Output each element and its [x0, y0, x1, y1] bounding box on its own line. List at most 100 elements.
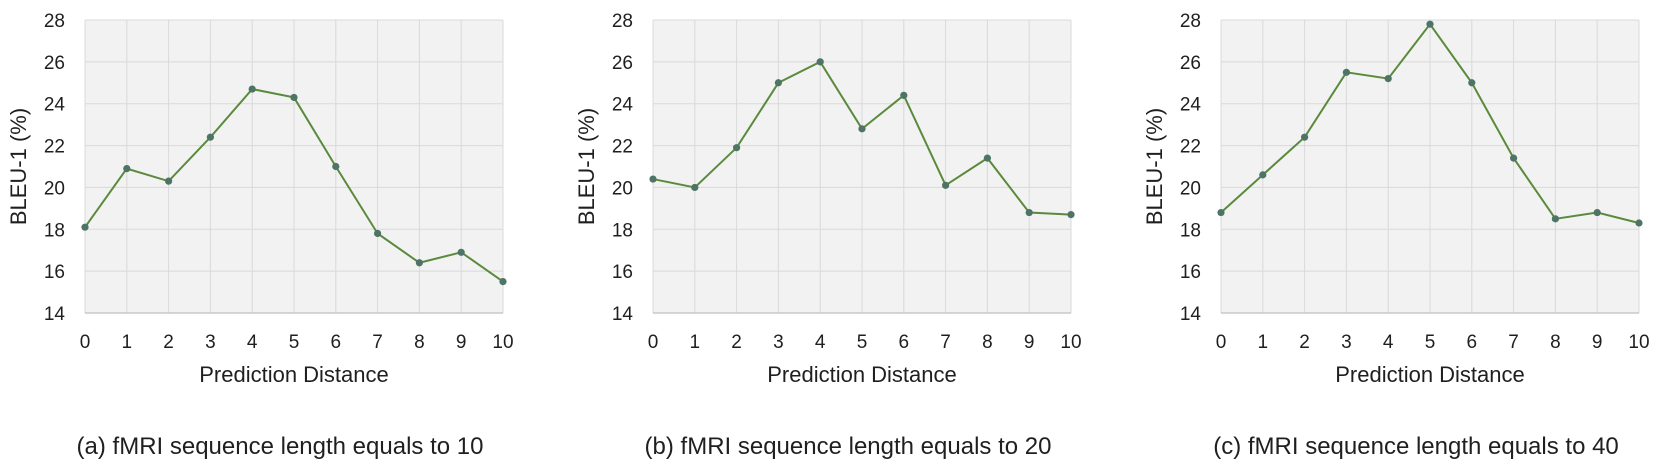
data-point — [1384, 75, 1392, 83]
y-tick-label: 20 — [1180, 178, 1201, 199]
chart-panel-c: 14 16 18 20 22 24 26 28 0 1 2 3 4 5 6 7 8 9 10 Prediction D… — [1136, 0, 1661, 476]
data-point — [649, 175, 657, 183]
x-tick-label: 7 — [1508, 332, 1519, 353]
x-tick-label: 1 — [1258, 332, 1269, 353]
x-axis-label: Prediction Distance — [1335, 362, 1525, 387]
data-point — [1510, 154, 1518, 162]
y-tick-label: 16 — [1180, 262, 1201, 283]
x-tick-label: 9 — [456, 332, 467, 353]
line-chart-b: 14 16 18 20 22 24 26 28 0 1 2 3 4 5 6 7 8 9 10 Prediction D… — [574, 11, 1082, 387]
y-tick-label: 14 — [612, 304, 634, 325]
x-tick-label: 8 — [1550, 332, 1561, 353]
data-point — [1635, 219, 1643, 227]
y-tick-label: 20 — [44, 178, 65, 199]
data-point — [900, 91, 908, 99]
x-tick-label: 3 — [205, 332, 216, 353]
y-tick-label: 24 — [44, 95, 66, 116]
data-point — [1426, 20, 1434, 28]
x-tick-label: 6 — [899, 332, 910, 353]
x-axis-label: Prediction Distance — [767, 362, 957, 387]
y-tick-label: 24 — [1180, 95, 1202, 116]
y-tick-label: 16 — [612, 262, 633, 283]
y-tick-label: 26 — [1180, 53, 1201, 74]
data-point — [499, 278, 507, 286]
y-tick-label: 24 — [612, 95, 634, 116]
y-tick-label: 28 — [44, 11, 65, 32]
y-tick-label: 28 — [612, 11, 633, 32]
data-point — [1301, 133, 1309, 141]
y-axis-label: BLEU-1 (%) — [6, 108, 31, 225]
x-tick-label: 5 — [857, 332, 868, 353]
x-tick-label: 1 — [122, 332, 133, 353]
x-tick-label: 2 — [163, 332, 174, 353]
data-point — [81, 223, 89, 231]
data-point — [1025, 208, 1033, 217]
x-tick-label: 8 — [982, 332, 993, 353]
data-point — [816, 58, 824, 66]
x-tick-label: 0 — [80, 332, 91, 353]
x-tick-label: 3 — [773, 332, 784, 353]
y-tick-label: 20 — [612, 178, 633, 199]
x-tick-label: 8 — [414, 332, 425, 353]
y-tick-label: 18 — [1180, 220, 1201, 241]
x-tick-label: 10 — [1060, 332, 1081, 353]
data-point — [858, 125, 866, 133]
data-point — [774, 79, 782, 87]
x-tick-label: 9 — [1024, 332, 1035, 353]
data-point — [290, 93, 298, 102]
line-chart-a: 14 16 18 20 22 24 26 28 0 1 2 3 4 5 6 7 8 9 10 Prediction D… — [6, 11, 514, 387]
y-tick-label: 26 — [612, 53, 633, 74]
x-tick-label: 10 — [1628, 332, 1649, 353]
x-tick-label: 7 — [372, 332, 383, 353]
data-point — [457, 248, 465, 256]
x-tick-label: 6 — [331, 332, 342, 353]
x-tick-label: 7 — [940, 332, 951, 353]
x-tick-label: 9 — [1592, 332, 1603, 353]
data-point — [1342, 68, 1350, 76]
chart-panel-a: 14 16 18 20 22 24 26 28 0 1 2 3 4 5 6 7 8 9 10 Prediction D… — [0, 0, 560, 476]
x-tick-label: 3 — [1341, 332, 1352, 353]
data-point — [983, 154, 991, 162]
x-axis-label: Prediction Distance — [199, 362, 389, 387]
x-tick-label: 0 — [1216, 332, 1227, 353]
data-point — [248, 85, 256, 93]
x-tick-label: 10 — [492, 332, 513, 353]
x-tick-label: 5 — [289, 332, 300, 353]
line-chart-c: 14 16 18 20 22 24 26 28 0 1 2 3 4 5 6 7 8 9 10 Prediction D… — [1142, 11, 1650, 387]
y-tick-label: 28 — [1180, 11, 1201, 32]
chart-caption-a: (a) fMRI sequence length equals to 10 — [76, 433, 484, 460]
x-tick-label: 4 — [1383, 332, 1394, 353]
data-point — [1259, 171, 1267, 179]
data-point — [1551, 215, 1559, 223]
data-point — [1593, 208, 1601, 217]
data-point — [733, 144, 741, 152]
data-point — [942, 181, 950, 189]
x-tick-label: 2 — [731, 332, 742, 353]
y-tick-label: 14 — [1180, 304, 1202, 325]
y-tick-label: 22 — [612, 137, 633, 158]
data-point — [415, 259, 423, 267]
data-point — [374, 229, 382, 238]
y-tick-label: 22 — [44, 137, 65, 158]
data-point — [1468, 79, 1476, 87]
x-tick-label: 4 — [815, 332, 826, 353]
y-tick-label: 26 — [44, 53, 65, 74]
y-tick-label: 18 — [44, 220, 65, 241]
y-axis-label: BLEU-1 (%) — [1142, 108, 1167, 225]
data-point — [165, 177, 173, 185]
data-point — [1067, 211, 1075, 219]
data-point — [1217, 208, 1225, 217]
y-tick-label: 14 — [44, 304, 66, 325]
x-tick-label: 2 — [1299, 332, 1310, 353]
data-point — [123, 164, 131, 173]
y-tick-label: 22 — [1180, 137, 1201, 158]
x-tick-label: 5 — [1425, 332, 1436, 353]
data-point — [332, 162, 340, 171]
data-point — [206, 133, 214, 141]
x-tick-label: 6 — [1467, 332, 1478, 353]
x-tick-label: 1 — [690, 332, 701, 353]
y-tick-label: 18 — [612, 220, 633, 241]
y-axis-label: BLEU-1 (%) — [574, 108, 599, 225]
y-tick-label: 16 — [44, 262, 65, 283]
chart-caption-b: (b) fMRI sequence length equals to 20 — [644, 433, 1052, 460]
